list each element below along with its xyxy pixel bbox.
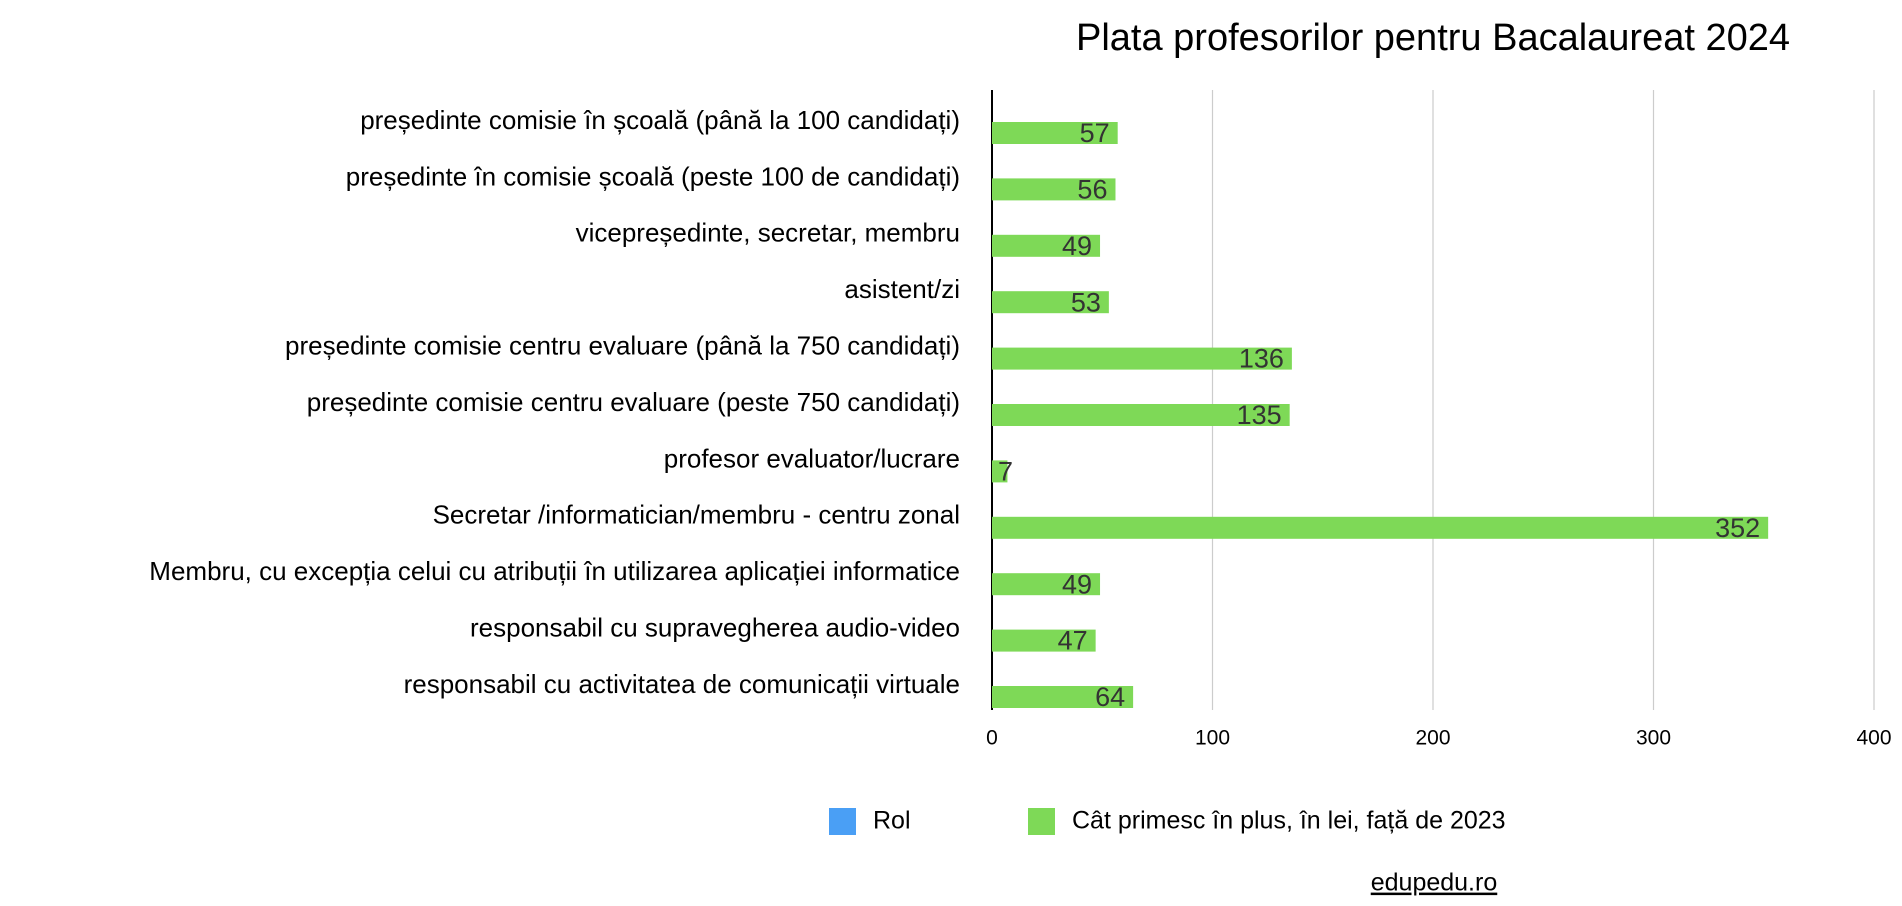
bar [992, 573, 1101, 596]
y-tick-label: profesor evaluator/lucrare [664, 443, 960, 473]
legend-swatch [829, 808, 856, 835]
data-label: 49 [1062, 569, 1092, 599]
bar [992, 291, 1109, 314]
data-label: 136 [1239, 344, 1284, 374]
data-label: 47 [1058, 626, 1088, 656]
x-tick-label: 200 [1415, 727, 1450, 750]
data-label: 135 [1237, 400, 1282, 430]
x-tick-label: 400 [1856, 727, 1891, 750]
bar [992, 347, 1292, 370]
data-label: 64 [1095, 682, 1125, 712]
y-tick-label: președinte în comisie școală (peste 100 … [346, 161, 960, 191]
legend-label: Rol [873, 807, 911, 835]
y-tick-label: asistent/zi [844, 274, 960, 304]
x-tick-label: 0 [986, 727, 998, 750]
y-tick-label: președinte comisie în școală (până la 10… [360, 105, 960, 135]
y-tick-label: președinte comisie centru evaluare (până… [285, 330, 960, 360]
data-label: 56 [1077, 175, 1107, 205]
y-tick-label: președinte comisie centru evaluare (pest… [307, 387, 960, 417]
data-label: 352 [1715, 513, 1760, 543]
bar [992, 516, 1769, 539]
y-tick-label: responsabil cu activitatea de comunicați… [404, 669, 960, 699]
y-tick-label: vicepreședinte, secretar, membru [576, 218, 960, 248]
data-label: 7 [998, 457, 1013, 487]
chart-title: Plata profesorilor pentru Bacalaureat 20… [1076, 17, 1790, 59]
legend-label: Cât primesc în plus, în lei, față de 202… [1072, 807, 1506, 835]
data-label: 49 [1062, 231, 1092, 261]
bar [992, 460, 1008, 483]
x-tick-label: 100 [1195, 727, 1230, 750]
y-tick-label: responsabil cu supravegherea audio-video [470, 612, 960, 642]
legend-swatch [1028, 808, 1055, 835]
bar [992, 122, 1118, 144]
data-label: 53 [1071, 287, 1101, 317]
bar [992, 686, 1134, 708]
source[interactable]: edupedu.ro [1371, 869, 1498, 897]
bar [992, 404, 1290, 426]
y-tick-label: Membru, cu excepția celui cu atribuții î… [149, 556, 960, 586]
data-label: 57 [1080, 118, 1110, 148]
y-tick-label: Secretar /informatician/membru - centru … [433, 500, 960, 530]
bar [992, 234, 1101, 257]
bar [992, 629, 1096, 652]
bar [992, 178, 1116, 201]
x-tick-label: 300 [1636, 727, 1671, 750]
